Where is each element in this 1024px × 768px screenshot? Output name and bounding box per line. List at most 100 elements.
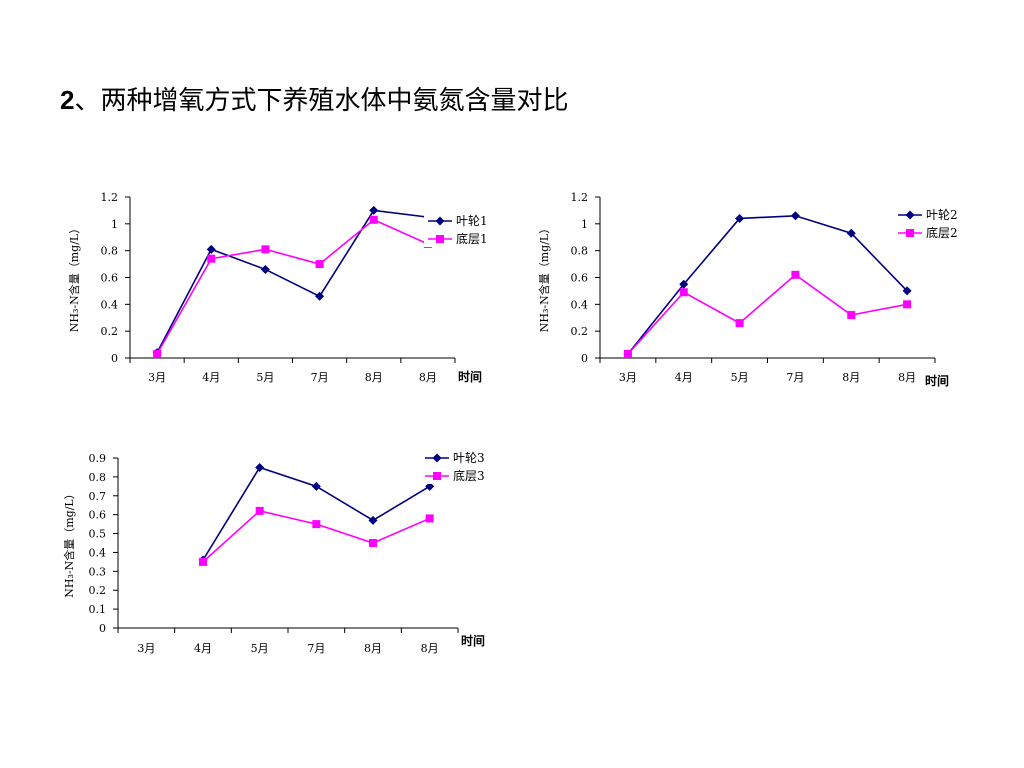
y-tick-label: 0.2 — [89, 584, 107, 597]
legend-marker — [905, 210, 915, 220]
data-point — [846, 228, 856, 238]
x-tick-label: 5月 — [731, 371, 749, 384]
data-point — [791, 270, 800, 279]
chart-3: 0 0.1 0.2 0.3 0.4 0.5 0.6 0.7 0.8 0.9 3月 4月 5月 7月 8月 8月… — [62, 450, 485, 655]
y-tick-label: 0.2 — [571, 325, 589, 338]
y-tick-label: 0.6 — [101, 272, 119, 285]
series-line-1 — [156, 209, 429, 354]
x-axis-label: 时间 — [458, 369, 482, 384]
x-tick-label: 4月 — [194, 642, 212, 655]
x-tick-label: 7月 — [307, 642, 325, 655]
data-point — [903, 300, 912, 309]
data-point — [847, 311, 856, 320]
y-axis-label: NH₃-N含量（mg/L） — [537, 223, 551, 332]
y-tick-label: 0.7 — [89, 490, 107, 503]
data-point — [902, 286, 912, 296]
series-line-2 — [202, 510, 430, 563]
x-tick-label: 8月 — [898, 371, 916, 384]
y-tick-label: 0.4 — [89, 546, 107, 559]
legend-label: 叶轮1 — [456, 214, 488, 228]
x-tick-label: 8月 — [421, 642, 439, 655]
y-tick-label: 0.8 — [571, 245, 589, 258]
data-point — [623, 349, 632, 358]
y-tick-label: 0 — [111, 352, 118, 365]
y-tick-label: 0.9 — [89, 452, 107, 465]
data-point — [255, 506, 264, 515]
legend-marker — [433, 472, 441, 480]
data-point — [369, 539, 377, 547]
legend-label: 底层3 — [453, 468, 485, 483]
y-axis-label: NH₃-N含量（mg/L） — [67, 223, 81, 332]
y-tick-label: 0.4 — [571, 298, 589, 311]
y-tick-label: 1 — [111, 218, 118, 231]
data-point — [425, 481, 435, 491]
x-tick-label: 7月 — [311, 371, 329, 384]
legend-marker — [432, 453, 442, 463]
chart-1: 0 0.2 0.4 0.6 0.8 1 1.2 3月 4月 5月 7月 8月 8月 时间 NH₃-N含量（m… — [67, 191, 488, 384]
x-axis-label: 时间 — [925, 373, 949, 388]
legend-label: 叶轮3 — [453, 451, 485, 465]
x-axis-label: 时间 — [461, 633, 485, 648]
data-point — [207, 254, 216, 263]
legend-label: 底层2 — [926, 225, 958, 240]
data-point — [679, 279, 689, 289]
data-point — [790, 211, 800, 221]
slide-title-text: 、两种增氧方式下养殖水体中氨氮含量对比 — [74, 86, 569, 116]
data-point — [735, 319, 744, 328]
slide-title: 2、两种增氧方式下养殖水体中氨氮含量对比 — [60, 80, 568, 117]
y-tick-label: 0.1 — [89, 603, 107, 616]
series-line-2 — [156, 218, 429, 355]
legend-marker — [436, 235, 444, 243]
x-tick-label: 3月 — [137, 642, 155, 655]
slide-title-number: 2 — [60, 85, 75, 115]
data-point — [260, 264, 270, 274]
legend-label: 底层1 — [456, 231, 488, 246]
x-tick-label: 8月 — [364, 642, 382, 655]
y-tick-label: 0 — [581, 352, 588, 365]
y-tick-label: 0.2 — [101, 325, 119, 338]
y-tick-label: 0.8 — [101, 245, 119, 258]
data-point — [735, 213, 745, 223]
y-tick-label: 1.2 — [101, 191, 119, 204]
y-tick-label: 0.8 — [89, 471, 107, 484]
y-tick-label: 1 — [581, 218, 588, 231]
data-point — [311, 481, 321, 491]
x-tick-label: 4月 — [675, 371, 693, 384]
x-tick-label: 3月 — [619, 371, 637, 384]
chart-2: 00.20.40.60.811.23月 4月 5月 7月 8月 8月 时间NH₃-N含量（m… — [537, 191, 958, 388]
y-tick-label: 0 — [99, 622, 106, 635]
y-tick-label: 0.4 — [101, 298, 119, 311]
data-point — [153, 349, 162, 358]
legend-label: 叶轮2 — [926, 208, 958, 222]
y-tick-label: 0.6 — [89, 509, 107, 522]
x-tick-label: 8月 — [842, 371, 860, 384]
legend-marker — [906, 229, 914, 237]
x-tick-label: 7月 — [786, 371, 804, 384]
data-point — [206, 244, 216, 254]
series-line-2 — [627, 273, 908, 355]
data-point — [425, 514, 434, 523]
x-tick-label: 8月 — [365, 371, 383, 384]
data-point — [679, 288, 688, 297]
data-point — [199, 557, 207, 566]
data-point — [312, 520, 321, 529]
data-point — [369, 215, 378, 224]
x-tick-label: 3月 — [148, 371, 166, 384]
y-tick-label: 1.2 — [571, 191, 589, 204]
data-point — [369, 205, 379, 215]
y-tick-label: 0.5 — [89, 528, 107, 541]
data-point — [255, 462, 265, 472]
data-point — [261, 245, 270, 254]
legend-marker — [435, 216, 445, 226]
series-line-1 — [627, 214, 908, 355]
y-tick-label: 0.3 — [89, 565, 107, 578]
data-point — [368, 515, 378, 525]
y-axis-label: NH₃-N含量（mg/L） — [62, 488, 76, 597]
x-tick-label: 5月 — [256, 371, 274, 384]
y-tick-label: 0.6 — [571, 272, 589, 285]
data-point — [315, 260, 324, 269]
x-tick-label: 5月 — [251, 642, 269, 655]
x-tick-label: 8月 — [419, 371, 437, 384]
data-point — [315, 291, 325, 301]
series-line-1 — [202, 466, 431, 561]
